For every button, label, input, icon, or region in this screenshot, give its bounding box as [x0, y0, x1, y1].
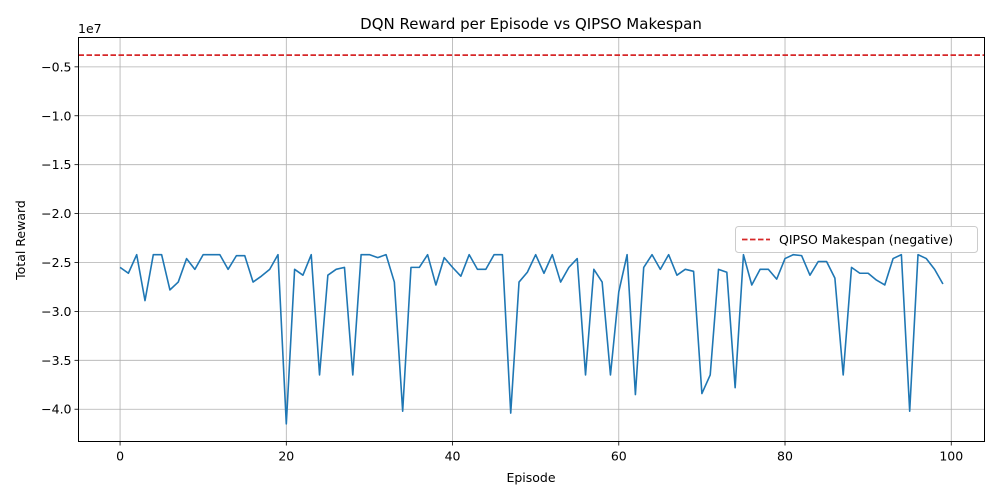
legend-label-qipso: QIPSO Makespan (negative)	[779, 232, 953, 247]
y-tick-label: −1.0	[41, 108, 71, 123]
y-tick-label: −4.0	[41, 402, 71, 417]
y-axis-title: Total Reward	[13, 200, 28, 281]
legend-box	[735, 226, 978, 253]
y-tick-label: −3.5	[41, 353, 71, 368]
y-tick-label: −2.5	[41, 255, 71, 270]
x-tick-label: 0	[116, 449, 124, 464]
chart-title: DQN Reward per Episode vs QIPSO Makespan	[360, 15, 702, 33]
legend: QIPSO Makespan (negative)	[735, 226, 978, 253]
x-tick-label: 40	[445, 449, 461, 464]
axes-frame	[78, 37, 985, 442]
x-tick-label: 100	[939, 449, 963, 464]
x-tick-label: 80	[777, 449, 793, 464]
x-tick-label: 60	[611, 449, 627, 464]
dqn-reward-line	[119, 253, 944, 425]
plot-area	[78, 54, 985, 425]
x-tick-label: 20	[278, 449, 294, 464]
ticks: 0 20 40 60 80 100 −0.5 −1.0 −1.5 −2.0 −2.5 −3.0 −3.5…	[41, 59, 963, 463]
y-tick-label: −1.5	[41, 157, 71, 172]
y-scale-offset-label: 1e7	[78, 21, 102, 36]
x-axis-title: Episode	[506, 470, 555, 485]
y-tick-label: −0.5	[41, 59, 71, 74]
y-tick-label: −2.0	[41, 206, 71, 221]
y-tick-label: −3.0	[41, 304, 71, 319]
